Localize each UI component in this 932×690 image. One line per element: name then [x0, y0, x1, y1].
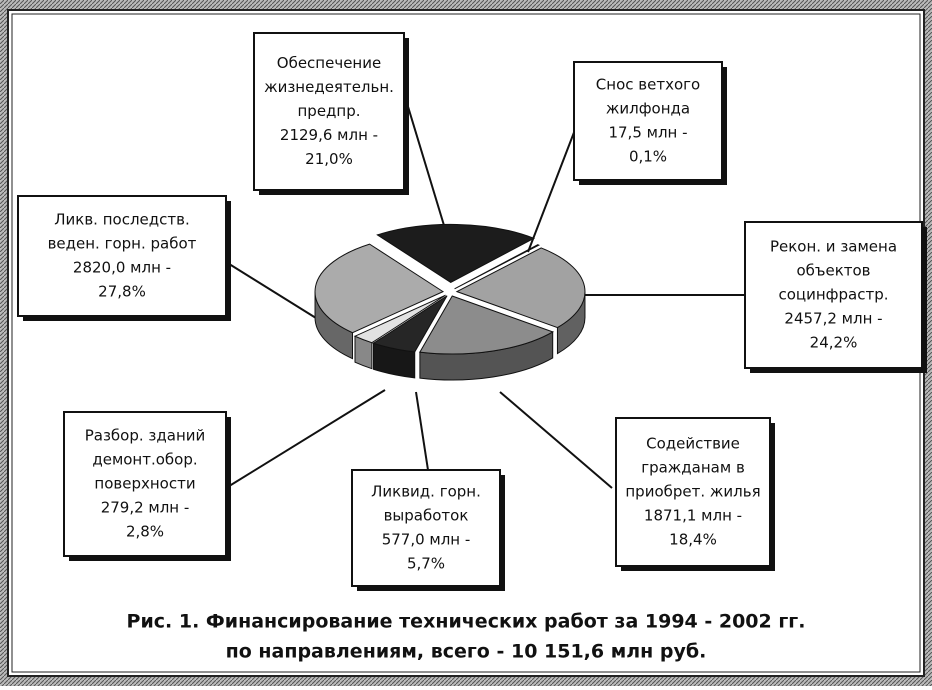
label-box	[17, 195, 227, 317]
data-label: 5,7%	[407, 555, 445, 573]
category-label: выработок	[384, 507, 469, 525]
leader-lines	[225, 99, 745, 489]
data-label: 1871,1 млн -	[644, 507, 742, 525]
pie-slice	[455, 247, 586, 329]
pie-slice	[454, 244, 540, 290]
chart-title: Рис. 1. Финансирование технических работ…	[127, 611, 806, 633]
pie-slice	[376, 223, 536, 283]
data-label: 0,1%	[629, 148, 667, 166]
data-label: 2457,2 млн -	[784, 310, 882, 328]
category-label: жилфонда	[606, 100, 690, 118]
data-label: 18,4%	[669, 531, 717, 549]
category-label: Содействие	[646, 435, 740, 453]
leader-line	[405, 99, 447, 233]
label-box	[744, 221, 923, 369]
pie-slice	[353, 294, 446, 344]
data-label: 2820,0 млн -	[73, 259, 171, 277]
data-label: 17,5 млн -	[608, 124, 687, 142]
category-label: поверхности	[94, 475, 195, 493]
category-label: Рекон. и замена	[770, 238, 897, 256]
data-label: 24,2%	[810, 334, 858, 352]
category-label: Ликвид. горн.	[371, 483, 481, 501]
category-label: гражданам в	[641, 459, 745, 477]
pie-slice	[419, 295, 554, 355]
data-label: 27,8%	[98, 283, 146, 301]
data-label: 577,0 млн -	[382, 531, 471, 549]
category-label: жизнедеятельн.	[264, 78, 394, 96]
leader-line	[225, 389, 386, 489]
label-box	[63, 411, 227, 557]
data-label: 2129,6 млн -	[280, 126, 378, 144]
category-label: веден. горн. работ	[48, 235, 197, 253]
data-label: 21,0%	[305, 150, 353, 168]
category-label: приобрет. жилья	[625, 483, 760, 501]
category-label: Снос ветхого	[596, 76, 700, 94]
category-label: социнфрастр.	[778, 286, 888, 304]
label-boxes: Обеспечение жизнедеятельн. предпр. 2129,6 м…	[17, 32, 927, 591]
leader-line	[527, 121, 579, 253]
category-label: объектов	[796, 262, 870, 280]
category-label: предпр.	[297, 102, 360, 120]
category-label: Ликв. последств.	[54, 211, 189, 229]
label-box	[615, 417, 771, 567]
label-box	[253, 32, 405, 191]
pie	[314, 223, 586, 381]
label-box	[351, 469, 501, 587]
chart-subtitle: по направлениям, всего - 10 151,6 млн ру…	[226, 641, 707, 663]
category-label: Обеспечение	[277, 54, 381, 72]
pie-slice	[314, 243, 445, 334]
category-label: Разбор. зданий	[85, 427, 206, 445]
leader-line	[225, 261, 333, 329]
data-label: 279,2 млн -	[101, 499, 190, 517]
category-label: демонт.обор.	[92, 451, 197, 469]
leader-line	[499, 391, 613, 489]
label-box	[573, 61, 723, 181]
leader-line	[415, 391, 429, 471]
data-label: 2,8%	[126, 523, 164, 541]
pie-slice	[372, 295, 448, 353]
